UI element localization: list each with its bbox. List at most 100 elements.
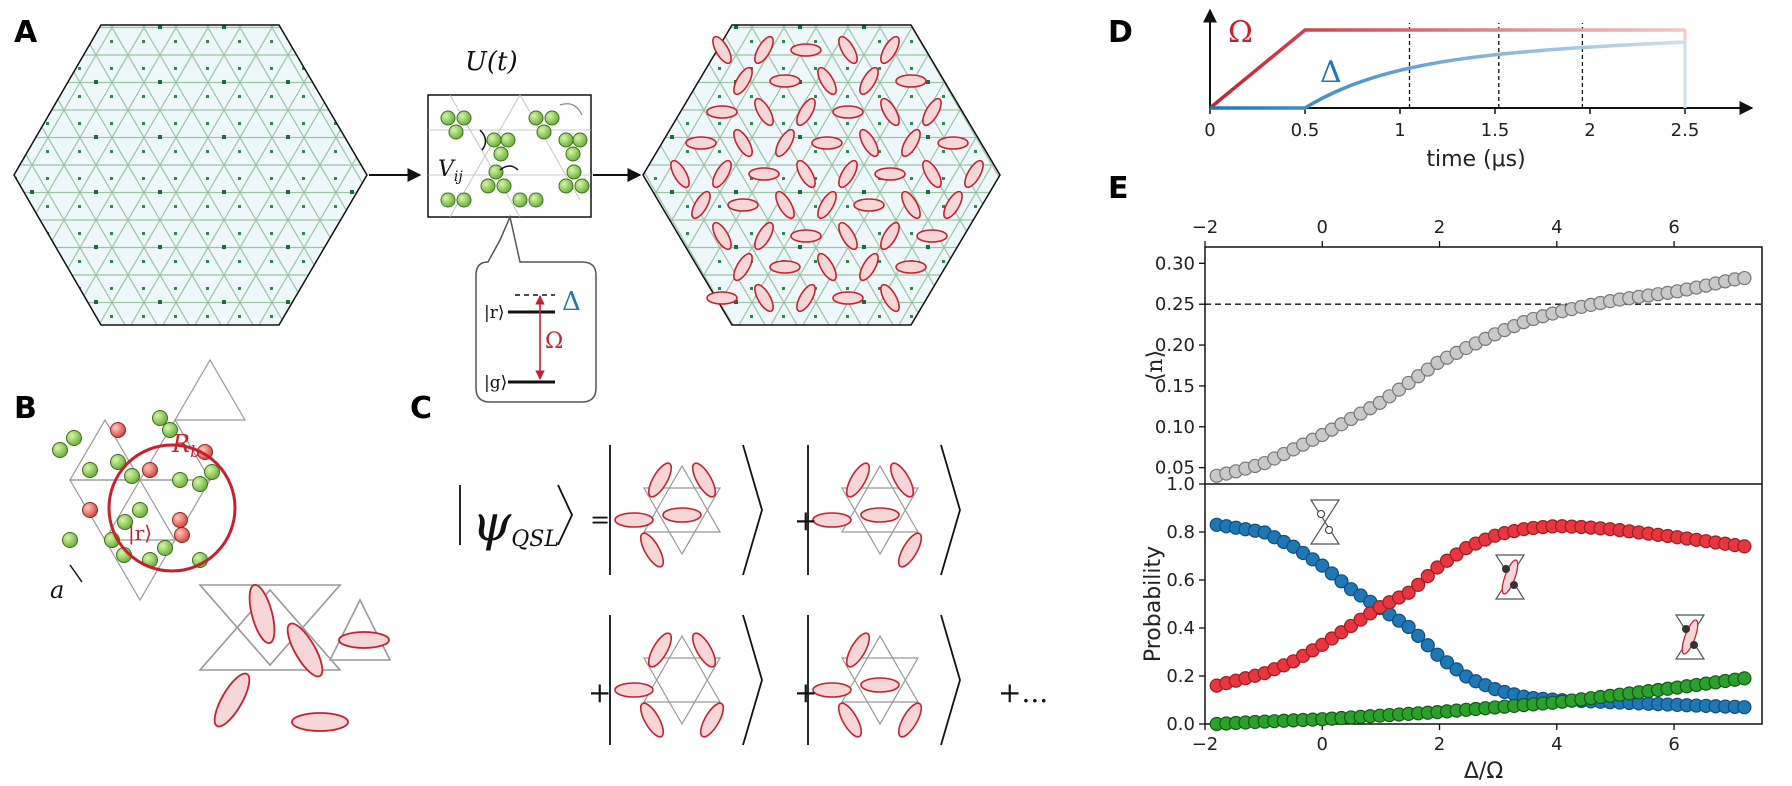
d-tick-label: 1.5 — [1481, 120, 1510, 141]
e-red-point — [1401, 585, 1416, 600]
ground-atom — [82, 462, 98, 478]
e-blue-point — [1401, 619, 1416, 635]
atom-cluster — [440, 110, 590, 208]
dimer-ellipse — [639, 532, 665, 568]
dimer-ellipse — [639, 702, 665, 738]
e-blue-point — [1334, 574, 1349, 589]
dimer-ellipse — [796, 97, 816, 127]
dimer-ellipse — [769, 74, 801, 88]
dimer-ellipse — [874, 167, 906, 181]
dimer-ellipse — [895, 74, 927, 88]
e-bottom-y-tick-label: 0.2 — [1166, 666, 1195, 687]
e-bottom-y-tick-label: 0.8 — [1166, 522, 1195, 543]
dimer-configuration — [807, 614, 961, 746]
omega-label: Ω — [545, 329, 563, 354]
ground-atom — [204, 464, 220, 480]
d-series-delta — [1210, 40, 1686, 110]
dimer-ellipse — [817, 190, 837, 220]
rydberg-atom — [110, 422, 126, 438]
ellipsis-term: +... — [998, 676, 1048, 709]
e-top-point — [1372, 395, 1387, 410]
e-top-point — [1737, 270, 1752, 286]
d-tick-label: 2 — [1584, 120, 1595, 141]
dimer-configuration — [807, 444, 961, 576]
chart-e: −2 0 2 4 6 0.05 0.10 0.15 0.20 0.25 0.30 ⟨n⟩ −2 0 2 4 6 0… — [1141, 217, 1763, 784]
dimer-ellipse — [817, 252, 837, 282]
ket-r-label-b: |r⟩ — [128, 521, 152, 546]
e-top-point — [1382, 389, 1397, 404]
blockade-lattice: Rb |r⟩ a — [50, 358, 247, 604]
dimer-ellipse — [812, 682, 852, 698]
dimer-ellipse — [706, 291, 738, 305]
e-blue-point — [1324, 566, 1339, 581]
e-top-y-tick-label: 0.05 — [1155, 458, 1195, 479]
equals-sign: = — [590, 506, 610, 534]
dimer-ellipse — [880, 97, 900, 127]
e-green-point — [1737, 671, 1752, 686]
e-top-y-tick-label: 0.30 — [1155, 253, 1195, 274]
e-bottom-y-tick-label: 0.4 — [1166, 618, 1195, 639]
dimer-ellipse — [860, 677, 900, 693]
e-single-dimer-icon — [1494, 554, 1526, 600]
e-frame — [1204, 246, 1763, 725]
dimer-ellipse — [832, 105, 864, 119]
e-top-y-tick-label: 0.10 — [1155, 417, 1195, 438]
psi-symbol: ψQSL — [472, 494, 559, 552]
dimer-ellipse — [733, 252, 753, 282]
e-top-y-tick-label: 0.15 — [1155, 376, 1195, 397]
dimer-ellipse — [685, 136, 717, 150]
dimer-ellipse — [691, 632, 717, 668]
dimer-ellipse — [691, 462, 717, 498]
dimer-ellipse — [754, 97, 774, 127]
e-bottom-y-tick-label: 1.0 — [1166, 474, 1195, 495]
dimer-ellipse — [832, 291, 864, 305]
ket-g-label: |g⟩ — [484, 373, 507, 393]
e-top-x-tick-label: 6 — [1668, 217, 1679, 238]
dimer-ellipse — [712, 221, 732, 251]
dimer-ellipse — [790, 43, 822, 57]
d-tick-label: 2.5 — [1671, 120, 1700, 141]
blockade-circle — [107, 443, 237, 573]
e-top-point — [1391, 382, 1407, 397]
d-series-omega — [1208, 28, 1685, 110]
dimer-ellipse — [812, 512, 852, 528]
dimer-ellipse — [712, 159, 732, 189]
dimer-ellipse — [901, 128, 921, 158]
dimer-ellipse — [727, 198, 759, 212]
dimer-ellipse — [733, 128, 753, 158]
dimer-ellipse — [647, 632, 673, 668]
dimer-ellipse — [614, 512, 654, 528]
lattice-image-right — [642, 24, 1001, 326]
e-top-point — [1401, 375, 1416, 391]
dimer-ellipse — [901, 190, 921, 220]
panel-label-d: D — [1108, 15, 1133, 50]
e-red-point — [1420, 569, 1435, 584]
dimer-ellipse — [754, 283, 774, 313]
e-blue-point — [1315, 558, 1330, 573]
dimer-ellipse — [614, 682, 654, 698]
d-x-label: time (μs) — [1426, 147, 1525, 172]
e-top-x-tick-label: 2 — [1434, 217, 1445, 238]
plus-sign-3: + — [794, 676, 817, 709]
d-tick-label: 1 — [1394, 120, 1405, 141]
e-bottom-y-tick-label: 0.0 — [1166, 714, 1195, 735]
ground-atom — [192, 476, 208, 492]
e-top-x-tick-label: 4 — [1551, 217, 1562, 238]
panel-label-c: C — [410, 391, 432, 426]
chart-d: 0 0.5 1 1.5 2 2.5 time (μs) Ω Δ — [1203, 8, 1754, 172]
blockade-radius-label: Rb — [171, 430, 200, 461]
dimer-ellipse — [845, 462, 871, 498]
panel-label-a: A — [14, 15, 38, 50]
dimer-ellipse — [916, 229, 948, 243]
dimer-ellipse — [838, 159, 858, 189]
e-double-dimer-icon — [1674, 614, 1706, 660]
ground-atom — [62, 532, 78, 548]
e-top-y-tick-label: 0.20 — [1155, 335, 1195, 356]
ground-atom — [152, 410, 168, 426]
dimer-ellipse — [889, 462, 915, 498]
dimer-ellipse — [838, 35, 858, 65]
dimer-ellipse — [775, 190, 795, 220]
e-bottom-x-tick-label: 0 — [1317, 734, 1328, 755]
dimer-ellipse — [837, 702, 863, 738]
dimer-ellipse — [691, 190, 711, 220]
